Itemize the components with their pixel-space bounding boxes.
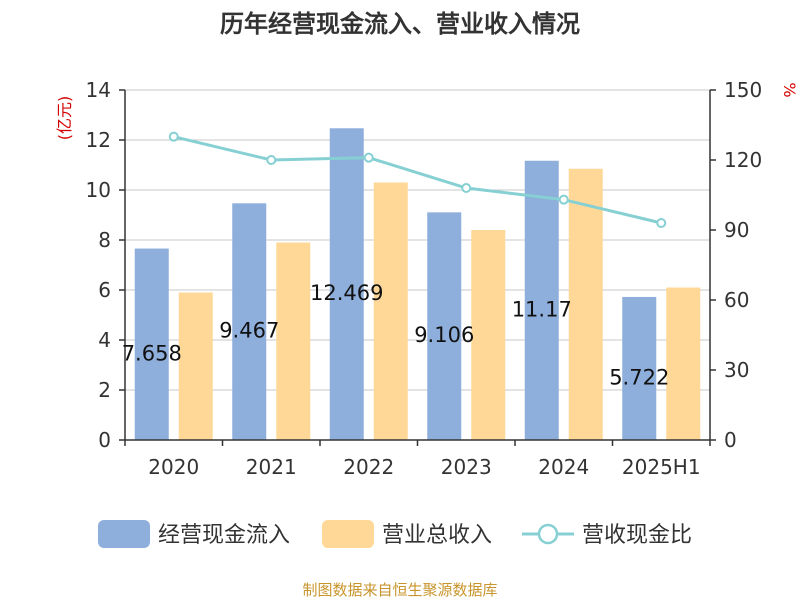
legend-label: 营业总收入 (382, 523, 492, 548)
cash-inflow-value-label: 9.106 (414, 323, 474, 347)
x-tick-label: 2020 (148, 455, 199, 479)
x-tick-label: 2022 (343, 455, 394, 479)
right-tick-label: 60 (724, 288, 749, 312)
x-tick-label: 2025H1 (622, 455, 701, 479)
chart-title: 历年经营现金流入、营业收入情况 (220, 10, 580, 38)
left-tick-label: 4 (98, 328, 111, 352)
x-tick-label: 2021 (246, 455, 297, 479)
legend-swatch-revenue (322, 520, 374, 548)
ratio-line (173, 135, 662, 225)
left-tick-label: 0 (98, 428, 111, 452)
left-axis-unit-label: (亿元) (55, 96, 74, 141)
data-source-note: 制图数据来自恒生聚源数据库 (302, 581, 498, 599)
x-tick-label: 2024 (538, 455, 589, 479)
cash-inflow-value-label: 12.469 (310, 281, 383, 305)
revenue-bar (568, 168, 603, 440)
right-tick-label: 120 (724, 148, 762, 172)
cash-inflow-bar (622, 296, 657, 440)
right-tick-label: 150 (724, 78, 762, 102)
legend-label: 经营现金流入 (158, 523, 290, 548)
bars-layer (134, 128, 701, 440)
revenue-bar (666, 287, 701, 440)
left-tick-label: 6 (98, 278, 111, 302)
ratio-point (461, 183, 472, 193)
legend-label: 营收现金比 (582, 523, 692, 548)
ratio-point (558, 194, 569, 205)
legend-swatch-cash-inflow (98, 520, 150, 548)
left-tick-label: 8 (98, 228, 111, 252)
right-tick-label: 0 (724, 428, 737, 452)
cash-inflow-bar (232, 203, 267, 440)
left-tick-label: 2 (98, 378, 111, 402)
left-tick-label: 14 (86, 78, 111, 102)
cash-inflow-value-label: 5.722 (609, 365, 669, 389)
axes-layer: 0 2 4 6 8 10 12 14 0 30 60 90 120 150 2020 2021 2022 2023… (55, 78, 799, 479)
revenue-bar (373, 182, 408, 440)
right-axis-unit-label: % (780, 82, 799, 97)
legend-swatch-marker (537, 523, 559, 545)
grid-lines (125, 89, 710, 391)
legend: 经营现金流入 营业总收入 营收现金比 (98, 520, 692, 548)
ratio-point (363, 152, 374, 163)
cash-inflow-value-label: 11.17 (512, 297, 572, 321)
cash-inflow-bar (329, 128, 364, 440)
cash-inflow-bar (524, 160, 559, 440)
cash-inflow-bar (427, 212, 462, 440)
line-layer (168, 131, 667, 228)
revenue-bar (178, 292, 213, 440)
cash-inflow-value-label: 7.658 (122, 341, 182, 365)
right-tick-label: 30 (724, 358, 749, 382)
left-tick-label: 12 (86, 128, 111, 152)
ratio-point (168, 131, 179, 142)
x-tick-label: 2023 (441, 455, 492, 479)
left-tick-label: 10 (86, 178, 111, 202)
cash-inflow-value-label: 9.467 (219, 319, 279, 343)
revenue-bar (471, 230, 506, 440)
ratio-point (266, 155, 277, 165)
right-tick-label: 90 (724, 218, 749, 242)
revenue-bar (276, 242, 311, 440)
bar-labels-layer: 7.658 9.467 12.469 9.106 11.17 5.722 (122, 281, 670, 389)
ratio-point (656, 218, 667, 228)
cash-inflow-bar (134, 248, 169, 440)
